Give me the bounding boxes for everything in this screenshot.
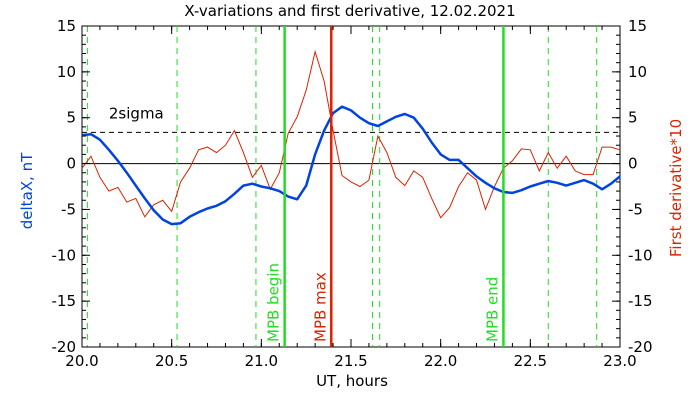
right-tick-label: 0 <box>628 155 638 173</box>
sigma2-label: 2sigma <box>109 105 164 123</box>
right-tick-label: -20 <box>628 338 653 356</box>
mpb-label-mpb-begin: MPB begin <box>265 263 283 342</box>
x-tick-label: 21.5 <box>334 352 367 370</box>
mpb-label-mpb-max: MPB max <box>311 272 329 342</box>
plot-area: 2sigma MPB begin MPB max MPB end <box>81 25 621 348</box>
left-tick-label: 10 <box>57 63 76 81</box>
right-tick-label: -15 <box>628 292 653 310</box>
mpb-label-mpb-end: MPB end <box>483 277 501 342</box>
left-tick-label: 15 <box>57 17 76 35</box>
right-tick-label: 15 <box>628 17 647 35</box>
left-tick-label: -5 <box>61 200 76 218</box>
x-tick-label: 23.0 <box>603 352 636 370</box>
right-axis-ticks: 15 10 5 0 -5 -10 -15 -20 <box>612 17 653 356</box>
derivative-series-line <box>81 49 621 219</box>
left-tick-label: -10 <box>52 246 77 264</box>
left-tick-label: 5 <box>66 109 76 127</box>
left-tick-label: -20 <box>52 338 77 356</box>
right-tick-label: 5 <box>628 109 638 127</box>
left-axis-label: deltaX, nT <box>18 152 36 229</box>
right-tick-label: 10 <box>628 63 647 81</box>
deltax-series-line <box>81 105 621 226</box>
right-tick-label: -5 <box>628 200 643 218</box>
x-tick-label: 22.0 <box>424 352 457 370</box>
left-tick-label: 0 <box>66 155 76 173</box>
x-tick-label: 20.5 <box>155 352 188 370</box>
x-tick-label: 20.0 <box>65 352 98 370</box>
left-axis-ticks: 15 10 5 0 -5 -10 -15 -20 <box>52 17 90 356</box>
x-tick-label: 22.5 <box>514 352 547 370</box>
right-axis-label: First derivative*10 <box>667 119 685 257</box>
chart-title: X-variations and first derivative, 12.02… <box>184 2 515 20</box>
right-tick-label: -10 <box>628 246 653 264</box>
left-tick-label: -15 <box>52 292 77 310</box>
x-axis-label: UT, hours <box>316 372 388 390</box>
x-tick-label: 21.0 <box>245 352 278 370</box>
x-axis-ticks: 20.0 20.5 21.0 21.5 22.0 22.5 23.0 <box>65 26 637 370</box>
